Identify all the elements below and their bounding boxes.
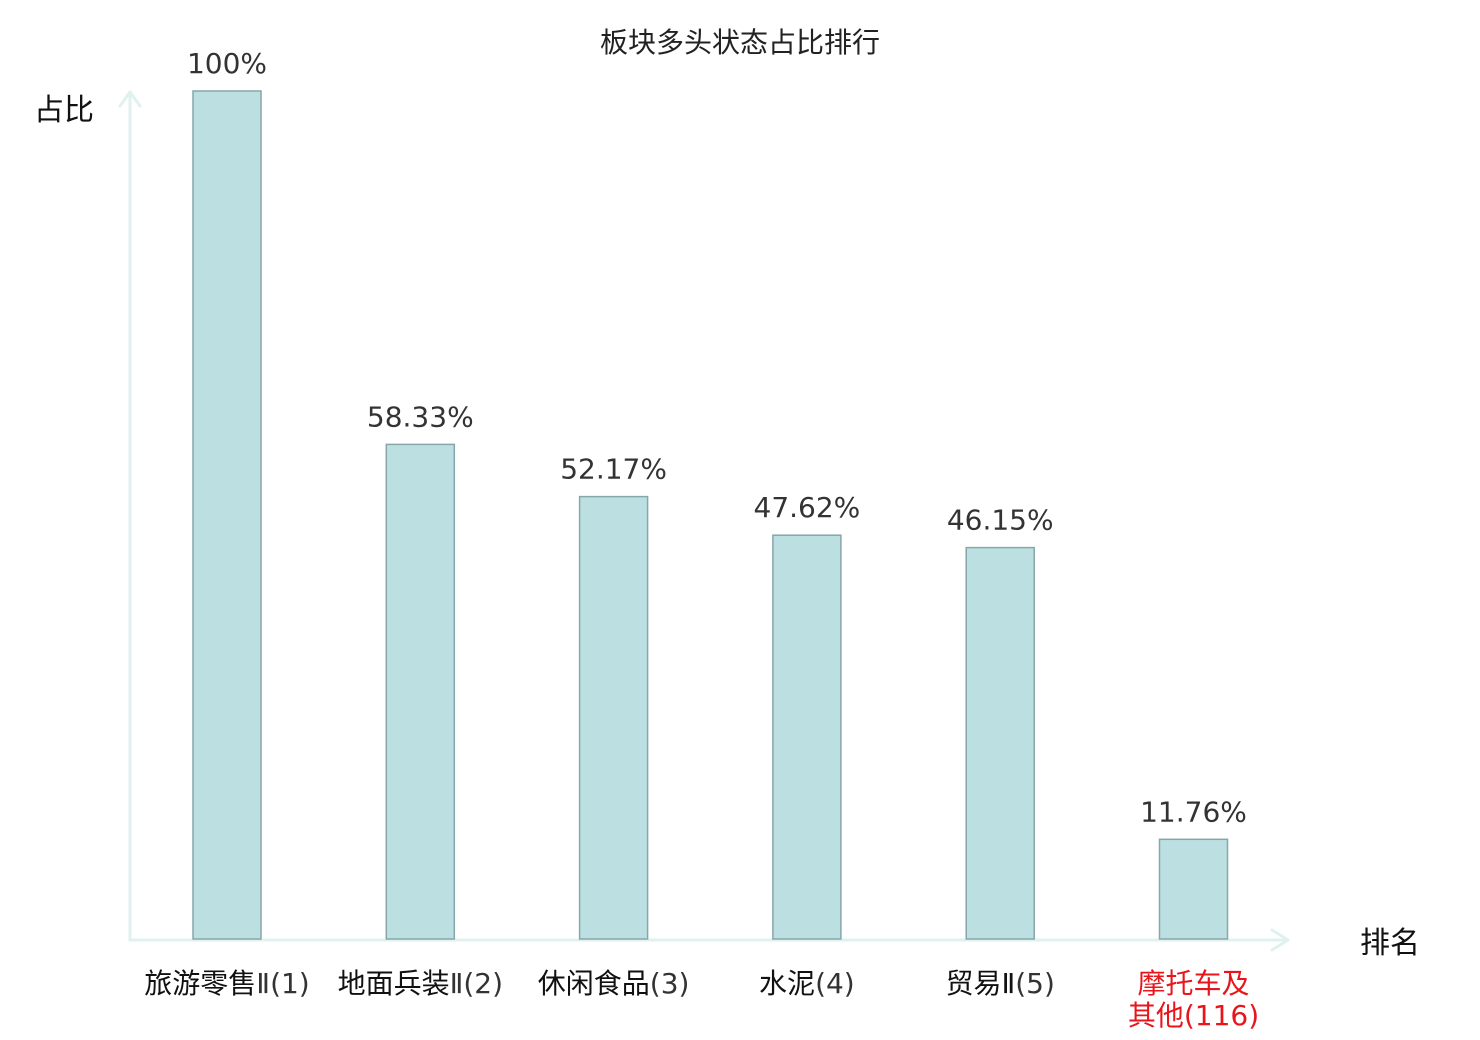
bar-5: [965, 546, 1035, 940]
category-label-6: 摩托车及其他(116): [1128, 967, 1259, 1032]
value-label-6: 11.76%: [1140, 795, 1247, 828]
bar-1: [192, 90, 262, 940]
value-labels-group: 100% 58.33% 52.17% 47.62% 46.15% 11.76%: [187, 47, 1247, 828]
category-label-4: 水泥(4): [759, 967, 855, 1000]
category-label-5: 贸易Ⅱ(5): [945, 967, 1054, 1000]
bar-3: [578, 495, 649, 940]
x-axis-label: 排名: [1360, 926, 1420, 961]
x-axis-arrow-icon: [1270, 928, 1290, 952]
bar-4: [772, 534, 842, 940]
category-label-3: 休闲食品(3): [538, 967, 690, 1000]
y-axis-label: 占比: [34, 93, 94, 128]
y-axis-arrow-icon: [118, 90, 142, 108]
value-label-5: 46.15%: [947, 504, 1054, 537]
axes: [118, 90, 1290, 952]
category-labels-group: 旅游零售Ⅱ(1) 地面兵装Ⅱ(2) 休闲食品(3) 水泥(4) 贸易Ⅱ(5) 摩托车及其他…: [144, 967, 1259, 1032]
value-label-3: 52.17%: [560, 453, 667, 486]
value-label-4: 47.62%: [754, 491, 861, 524]
bar-6: [1158, 838, 1229, 940]
value-label-2: 58.33%: [367, 400, 474, 433]
bars-group: [192, 90, 1229, 940]
value-label-1: 100%: [187, 47, 267, 80]
chart-title: 板块多头状态占比排行: [600, 26, 880, 59]
category-label-2: 地面兵装Ⅱ(2): [338, 967, 503, 1000]
category-label-1: 旅游零售Ⅱ(1): [144, 967, 309, 1000]
bar-2: [385, 443, 456, 940]
